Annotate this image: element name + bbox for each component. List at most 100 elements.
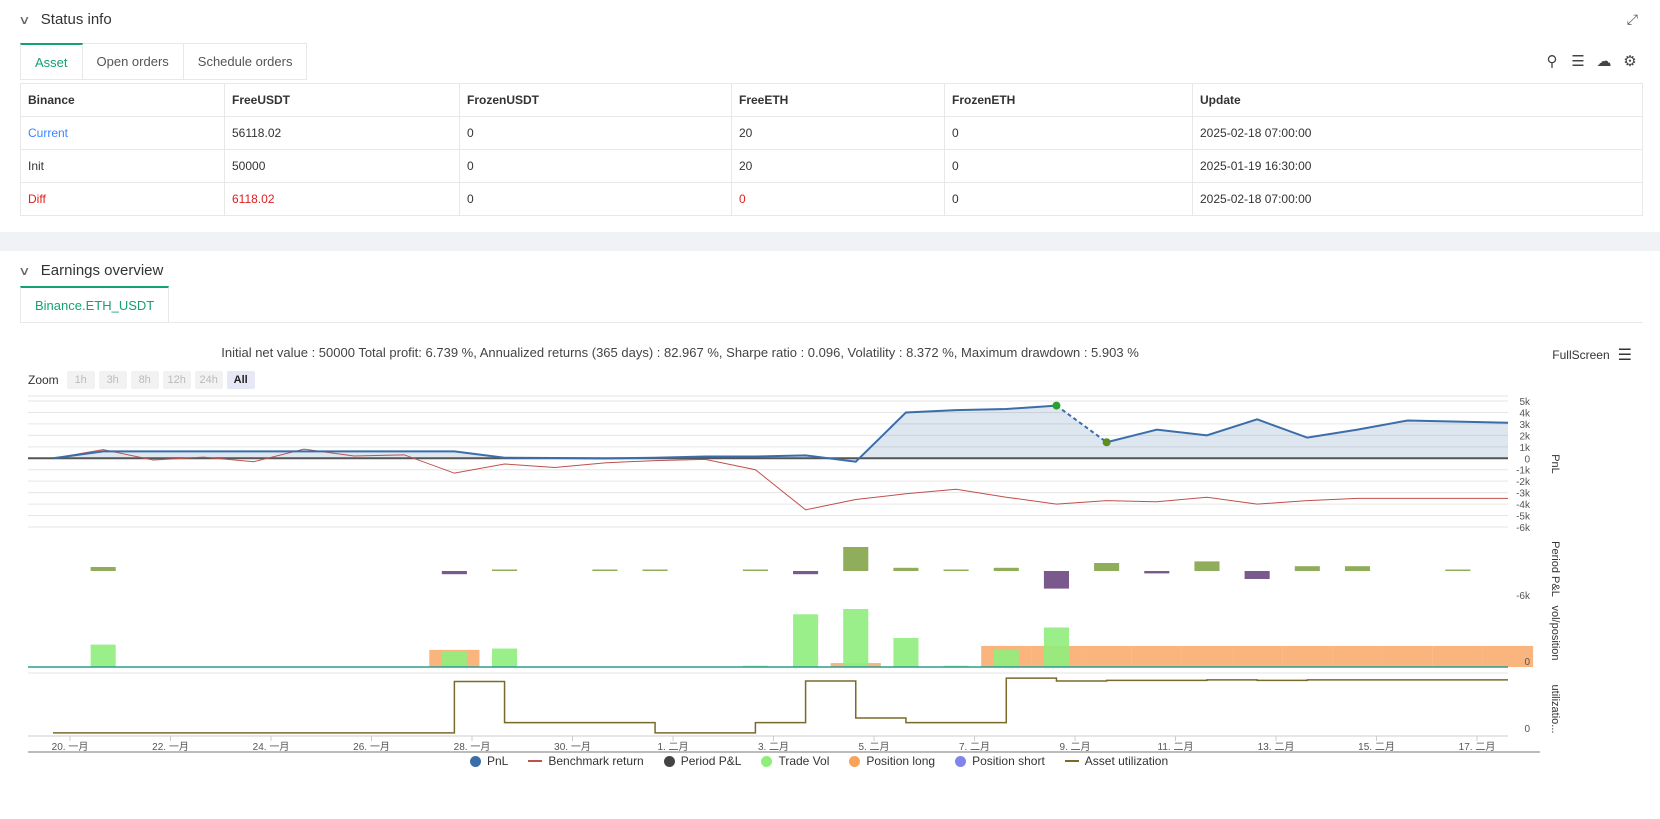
period-pnl-bar: [1344, 566, 1371, 571]
x-tick-label: 1. 二月: [657, 741, 688, 753]
legend-marker: [849, 755, 861, 767]
position-long-bar: [1332, 645, 1383, 667]
zoom-1h-button[interactable]: 1h: [66, 371, 95, 389]
trade-vol-bar: [1043, 627, 1069, 667]
trade-vol-bar: [893, 638, 919, 667]
y-tick-label: -5k: [1516, 512, 1531, 523]
table-cell: 0: [459, 149, 732, 183]
column-header: FrozenUSDT: [459, 83, 732, 117]
zoom-24h-button[interactable]: 24h: [194, 371, 223, 389]
table-cell: 50000: [224, 149, 460, 183]
search-icon[interactable]: ⚲: [1546, 53, 1558, 70]
legend-pnl[interactable]: PnL: [470, 754, 508, 768]
legend-benchmark-return[interactable]: Benchmark return: [528, 754, 644, 768]
zoom-label: Zoom: [28, 373, 59, 387]
table-row: Init 50000 0 20 0 2025-01-19 16:30:00: [20, 149, 1643, 183]
earnings-overview-header[interactable]: ∨ Earnings overview: [18, 262, 164, 279]
trade-vol-bar: [993, 649, 1019, 667]
y-tick-label: -1k: [1516, 466, 1531, 477]
chevron-down-icon[interactable]: ∨: [18, 263, 31, 278]
fullscreen-button[interactable]: FullScreen ☰: [1552, 345, 1632, 365]
zoom-all-button[interactable]: All: [226, 371, 255, 389]
table-cell: 2025-01-19 16:30:00: [1192, 149, 1643, 183]
column-header: FreeETH: [731, 83, 945, 117]
zoom-3h-button[interactable]: 3h: [98, 371, 127, 389]
x-tick-label: 30. 一月: [554, 741, 591, 753]
period-pnl-bar: [441, 571, 467, 575]
earnings-tabs: Binance.ETH_USDT: [20, 286, 1643, 323]
position-long-bar: [1382, 645, 1433, 667]
collapse-fullscreen-icon[interactable]: ⤢: [1626, 11, 1638, 27]
table-cell: 0: [944, 116, 1193, 150]
menu-icon[interactable]: ☰: [1617, 347, 1632, 364]
legend-label: Benchmark return: [548, 754, 644, 768]
chevron-down-icon[interactable]: ∨: [18, 12, 31, 27]
vol-position-axis-title: vol/position: [1549, 605, 1561, 660]
cloud-download-icon[interactable]: ☁: [1596, 53, 1612, 70]
asset-table: Binance FreeUSDT FrozenUSDT FreeETH Froz…: [20, 83, 1643, 216]
list-icon[interactable]: ☰: [1571, 53, 1585, 70]
x-tick-label: 17. 二月: [1459, 741, 1496, 753]
tab-open-orders[interactable]: Open orders: [82, 43, 184, 79]
x-tick-label: 22. 一月: [152, 741, 189, 753]
legend-marker: [528, 760, 543, 762]
x-tick-label: 20. 一月: [52, 741, 89, 753]
earnings-overview-title: Earnings overview: [40, 262, 164, 279]
x-tick-label: 24. 一月: [253, 741, 290, 753]
period-pnl-bar: [1244, 571, 1270, 579]
x-tick-label: 7. 二月: [959, 741, 990, 753]
trade-vol-bar: [793, 614, 819, 667]
legend-period-pnl[interactable]: Period P&L: [663, 754, 741, 768]
row-label-current[interactable]: Current: [20, 116, 225, 150]
column-header: FreeUSDT: [224, 83, 460, 117]
zoom-12h-button[interactable]: 12h: [162, 371, 191, 389]
table-row: Diff 6118.02 0 0 0 2025-02-18 07:00:00: [20, 182, 1643, 216]
table-cell: 20: [731, 149, 945, 183]
column-header: FrozenETH: [944, 83, 1193, 117]
period-pnl-bar: [1194, 561, 1220, 571]
x-tick-label: 15. 二月: [1358, 741, 1395, 753]
legend-asset-utilization[interactable]: Asset utilization: [1064, 754, 1169, 768]
status-info-title: Status info: [40, 11, 112, 28]
x-tick-label: 9. 二月: [1059, 741, 1090, 753]
legend-label: PnL: [487, 754, 509, 768]
legend-position-short[interactable]: Position short: [955, 754, 1045, 768]
status-info-header[interactable]: ∨ Status info: [18, 11, 112, 28]
legend-label: Position long: [866, 754, 936, 768]
zoom-8h-button[interactable]: 8h: [130, 371, 159, 389]
period-pnl-bar: [642, 569, 668, 571]
position-long-bar: [1232, 645, 1283, 667]
period-pnl-bar: [742, 569, 768, 571]
legend-label: Trade Vol: [778, 754, 830, 768]
trade-vol-bar: [492, 648, 518, 667]
column-header: Update: [1192, 83, 1643, 117]
legend-position-long[interactable]: Position long: [849, 754, 935, 768]
utilization-axis-title: utilizatio...: [1549, 685, 1561, 734]
pnl-axis-title: PnL: [1549, 454, 1561, 474]
legend-label: Asset utilization: [1084, 754, 1169, 768]
position-long-bar: [1482, 645, 1534, 667]
period-pnl-bar: [592, 569, 618, 571]
y-tick-label: 0: [1524, 454, 1530, 465]
y-tick-label: -6k: [1516, 523, 1531, 534]
period-pnl-bar: [843, 547, 869, 571]
row-label-diff: Diff: [20, 182, 225, 216]
gear-icon[interactable]: ⚙: [1623, 53, 1637, 70]
tab-binance-eth-usdt[interactable]: Binance.ETH_USDT: [20, 286, 170, 322]
max-drawdown-segment: [1055, 404, 1108, 444]
pnl-line: [52, 404, 1057, 463]
period-pnl-axis-title: Period P&L: [1549, 541, 1561, 597]
tab-asset[interactable]: Asset: [20, 43, 83, 79]
table-row: Current 56118.02 0 20 0 2025-02-18 07:00…: [20, 116, 1643, 150]
x-tick-label: 13. 二月: [1258, 741, 1295, 753]
table-cell: 0: [944, 149, 1193, 183]
legend-trade-vol[interactable]: Trade Vol: [761, 754, 829, 768]
table-cell: 2025-02-18 07:00:00: [1192, 182, 1643, 216]
trade-vol-bar: [441, 651, 467, 667]
chart-legend: PnL Benchmark return Period P&L Trade Vo…: [470, 754, 1168, 768]
pnl-line: [1106, 418, 1509, 444]
table-header-row: Binance FreeUSDT FrozenUSDT FreeETH Froz…: [20, 83, 1643, 117]
tab-schedule-orders[interactable]: Schedule orders: [183, 43, 308, 79]
period-pnl-bar: [1144, 571, 1170, 574]
